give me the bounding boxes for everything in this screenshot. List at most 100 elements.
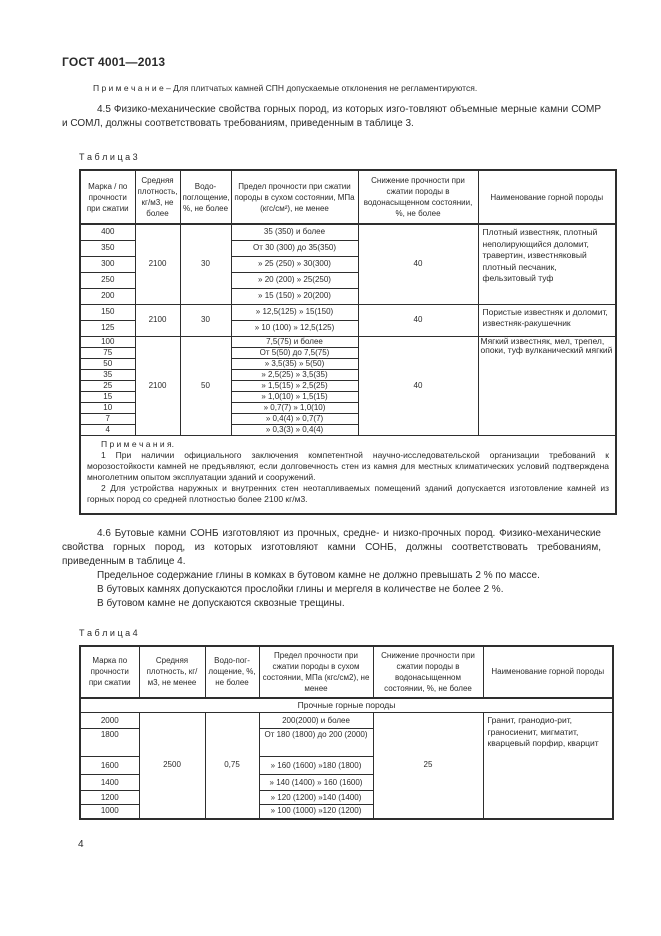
mark-cell: 250 xyxy=(79,271,136,289)
document-page: ГОСТ 4001—2013 П р и м е ч а н и е – Для… xyxy=(62,55,617,850)
mark-cell: 25 xyxy=(79,379,136,392)
table3-header-absorption: Водо-поглощение, %, не более xyxy=(179,169,232,225)
strength-cell: » 10 (100) » 12,5(125) xyxy=(230,319,359,337)
table4-header-mark: Марка по прочности при сжатии xyxy=(79,645,140,699)
absorption-cell: 0,75 xyxy=(204,712,260,819)
strength-cell: » 100 (1000) »120 (1200) xyxy=(258,804,374,819)
table4: Марка по прочности при сжатии Средняя пл… xyxy=(79,644,614,820)
strength-cell: » 0,3(3) » 0,4(4) xyxy=(230,423,359,436)
table4-label: Т а б л и ц а 4 xyxy=(79,627,138,638)
table3-header-mark: Марка / по прочности при сжатии xyxy=(79,169,136,225)
mark-cell: 300 xyxy=(79,255,136,273)
table4-subheader: Прочные горные породы xyxy=(79,697,614,713)
table3-row: 75 От 5(50) до 7,5(75) xyxy=(79,346,616,359)
strength-cell: » 25 (250) » 30(300) xyxy=(230,255,359,273)
mark-cell: 15 xyxy=(79,390,136,403)
rock-name-cell: Гранит, гранодио-рит, граносиенит, мигма… xyxy=(482,712,614,819)
mark-cell: 50 xyxy=(79,357,136,370)
strength-cell: » 160 (1600) »180 (1800) xyxy=(258,756,374,775)
table3-row: 100 2100 50 7,5(75) и более 40 Мягкий из… xyxy=(79,335,617,436)
table4-header-row: Марка по прочности при сжатии Средняя пл… xyxy=(79,645,614,699)
rock-name-cell: Пористые известняк и доломит, известняк-… xyxy=(477,303,617,337)
table3-row: 200 » 15 (150) » 20(200) xyxy=(79,287,616,305)
table3-notes-row: П р и м е ч а н и я. 1 При наличии офици… xyxy=(79,434,617,514)
mark-cell: 125 xyxy=(79,319,136,337)
absorption-cell: 30 xyxy=(179,303,232,337)
reduction-cell: 40 xyxy=(357,223,479,305)
table4-header-strength: Предел прочности при сжатии породы в сух… xyxy=(258,645,374,699)
strength-cell: От 5(50) до 7,5(75) xyxy=(230,346,359,359)
table3-row: 35 » 2,5(25) » 3,5(35) xyxy=(79,368,616,381)
mark-cell: 1200 xyxy=(79,790,140,805)
mark-cell: 200 xyxy=(79,287,136,305)
para-4-6-clay: Предельное содержание глины в комках в б… xyxy=(97,569,540,581)
table3-header-rock-name: Наименование горной породы xyxy=(477,169,617,225)
mark-cell: 35 xyxy=(79,368,136,381)
table3-header-row: Марка / по прочности при сжатии Средняя … xyxy=(79,169,617,225)
density-cell: 2500 xyxy=(138,712,206,819)
table4-header-reduction: Снижение прочности при сжатии породы в в… xyxy=(372,645,484,699)
table3-row: 150 2100 30 » 12,5(125) » 15(150) 40 Пор… xyxy=(79,303,617,337)
density-cell: 2100 xyxy=(134,223,181,305)
mark-cell: 1800 xyxy=(79,728,140,757)
table4-row: 1000 » 100 (1000) »120 (1200) xyxy=(79,804,613,819)
top-note: П р и м е ч а н и е – Для плитчатых камн… xyxy=(93,83,478,93)
strength-cell: 200(2000) и более xyxy=(258,712,374,729)
table4-row: 1400 » 140 (1400) » 160 (1600) xyxy=(79,774,613,791)
strength-cell: » 0,4(4) » 0,7(7) xyxy=(230,412,359,425)
table3-row: 125 » 10 (100) » 12,5(125) xyxy=(79,319,616,337)
mark-cell: 1600 xyxy=(79,756,140,775)
table3-note-1: 1 При наличии официального заключения ко… xyxy=(87,449,609,482)
density-cell: 2100 xyxy=(134,303,181,337)
strength-cell: » 120 (1200) »140 (1400) xyxy=(258,790,374,805)
rock-name-cell: Мягкий известняк, мел, трепел, опоки, ту… xyxy=(477,335,617,436)
table3-row: 10 » 0,7(7) » 1,0(10) xyxy=(79,401,616,414)
mark-cell: 1400 xyxy=(79,774,140,791)
mark-cell: 1000 xyxy=(79,804,140,819)
table3-row: 350 От 30 (300) до 35(350) xyxy=(79,239,616,257)
table3-notes: П р и м е ч а н и я. 1 При наличии офици… xyxy=(79,434,617,514)
table3: Марка / по прочности при сжатии Средняя … xyxy=(79,169,617,515)
table3-row: 7 » 0,4(4) » 0,7(7) xyxy=(79,412,616,425)
absorption-cell: 30 xyxy=(179,223,232,305)
strength-cell: 7,5(75) и более xyxy=(230,335,359,348)
reduction-cell: 40 xyxy=(357,335,479,436)
strength-cell: » 0,7(7) » 1,0(10) xyxy=(230,401,359,414)
density-cell: 2100 xyxy=(134,335,181,436)
doc-header: ГОСТ 4001—2013 xyxy=(62,55,166,69)
table3-label: Т а б л и ц а 3 xyxy=(79,152,138,162)
table4-row: 2000 2500 0,75 200(2000) и более 25 Гран… xyxy=(79,712,614,819)
table4-header-absorption: Водо-пог- лощение, %, не более xyxy=(204,645,260,699)
table3-notes-title: П р и м е ч а н и я. xyxy=(101,438,174,449)
table3-header-reduction: Снижение прочности при сжатии породы в в… xyxy=(357,169,479,225)
mark-cell: 4 xyxy=(79,423,136,436)
mark-cell: 75 xyxy=(79,346,136,359)
reduction-cell: 25 xyxy=(372,712,484,819)
strength-cell: 35 (350) и более xyxy=(230,223,359,241)
page-number: 4 xyxy=(78,839,84,850)
reduction-cell: 40 xyxy=(357,303,479,337)
mark-cell: 100 xyxy=(79,335,136,348)
strength-cell: » 2,5(25) » 3,5(35) xyxy=(230,368,359,381)
para-4-6-layers: В бутовых камнях допускаются прослойки г… xyxy=(97,583,504,595)
strength-cell: » 12,5(125) » 15(150) xyxy=(230,303,359,321)
section-4-6: 4.6 Бутовые камни СОНБ изготовляют из пр… xyxy=(62,527,615,611)
mark-cell: 400 xyxy=(79,223,136,241)
mark-cell: 350 xyxy=(79,239,136,257)
absorption-cell: 50 xyxy=(179,335,232,436)
table4-header-rock-name: Наименование горной породы xyxy=(482,645,614,699)
strength-cell: » 20 (200) » 25(250) xyxy=(230,271,359,289)
strength-cell: » 1,5(15) » 2,5(25) xyxy=(230,379,359,392)
table4-subheader-row: Прочные горные породы xyxy=(79,697,614,713)
table4-header-density: Средняя плотность, кг/м3, не менее xyxy=(138,645,206,699)
strength-cell: » 15 (150) » 20(200) xyxy=(230,287,359,305)
strength-cell: » 1,0(10) » 1,5(15) xyxy=(230,390,359,403)
strength-cell: » 3,5(35) » 5(50) xyxy=(230,357,359,370)
rock-name-cell: Плотный известняк, плотный неполирующийс… xyxy=(477,223,617,305)
mark-cell: 10 xyxy=(79,401,136,414)
mark-cell: 2000 xyxy=(79,712,140,729)
para-4-6-cracks: В бутовом камне не допускаются сквозные … xyxy=(97,597,345,609)
strength-cell: » 140 (1400) » 160 (1600) xyxy=(258,774,374,791)
table3-row: 300 » 25 (250) » 30(300) xyxy=(79,255,616,273)
table3-row: 400 2100 30 35 (350) и более 40 Плотный … xyxy=(79,223,617,305)
